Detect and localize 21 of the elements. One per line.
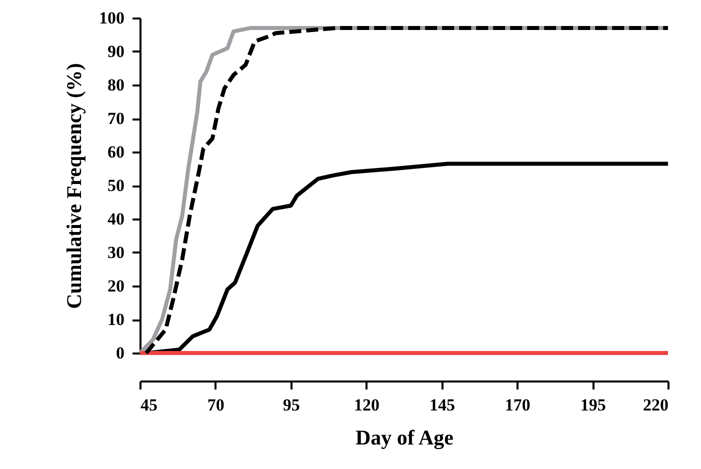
y-tick-label: 40: [108, 210, 124, 228]
y-tick-label: 20: [108, 276, 124, 296]
y-tick-label: 100: [99, 8, 124, 28]
y-axis-title: Cumulative Frequency (%): [62, 63, 86, 309]
y-tick-label: 10: [108, 310, 124, 329]
y-tick-label: 60: [108, 142, 124, 162]
y-tick-label: 70: [108, 109, 124, 128]
x-tick-label: 45: [140, 396, 158, 414]
y-tick-label: 30: [108, 243, 124, 262]
y-tick-label: 80: [108, 76, 124, 94]
x-tick-label: 220: [643, 396, 668, 414]
x-axis-title: Day of Age: [356, 426, 454, 450]
y-tick-label: 90: [108, 42, 124, 61]
y-tick-label: 0: [116, 344, 124, 362]
x-tick-label: 70: [207, 396, 224, 414]
x-tick-label: 195: [580, 396, 606, 414]
y-tick-label: 50: [108, 176, 124, 195]
x-tick-label: 170: [504, 396, 530, 414]
x-tick-label: 95: [282, 396, 300, 414]
x-tick-label: 120: [354, 396, 380, 414]
x-tick-label: 145: [429, 396, 455, 414]
